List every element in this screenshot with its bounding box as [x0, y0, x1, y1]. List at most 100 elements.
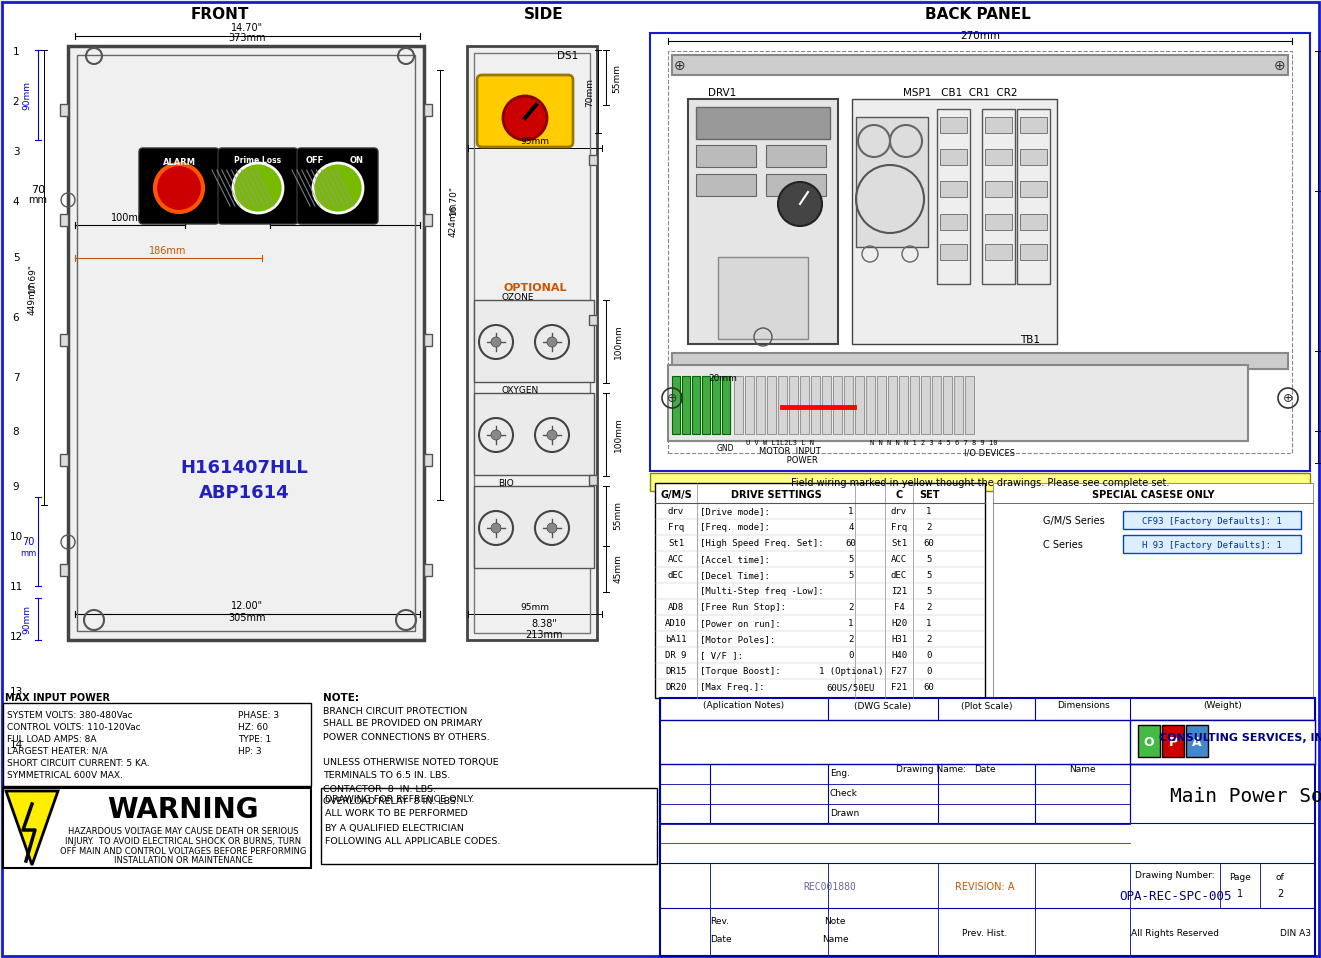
Text: U V W L1L2L3 L N: U V W L1L2L3 L N [746, 440, 814, 446]
Text: 90mm: 90mm [22, 80, 32, 109]
Text: ACC: ACC [890, 556, 908, 564]
Text: INJURY.  TO AVOID ELECTRICAL SHOCK OR BURNS, TURN: INJURY. TO AVOID ELECTRICAL SHOCK OR BUR… [65, 837, 301, 846]
Text: 0: 0 [848, 651, 853, 660]
Bar [900, 376, 908, 434]
Text: 8.38": 8.38" [531, 619, 557, 629]
Bar [688, 99, 838, 344]
Text: 2: 2 [848, 604, 853, 612]
Text: 373mm: 373mm [229, 33, 266, 43]
FancyBboxPatch shape [139, 148, 219, 224]
Bar [888, 376, 897, 434]
Text: 70mm: 70mm [585, 78, 594, 106]
Circle shape [547, 337, 557, 347]
Bar [941, 181, 967, 197]
Text: 1: 1 [13, 47, 20, 57]
Bar [660, 698, 1314, 956]
Text: All Rights Reserved: All Rights Reserved [1131, 928, 1219, 938]
Text: Dimensions: Dimensions [1057, 701, 1110, 711]
Bar [474, 53, 590, 633]
Bar [1020, 244, 1048, 260]
Text: SPECIAL CASESE ONLY: SPECIAL CASESE ONLY [1091, 490, 1214, 500]
Bar [933, 376, 941, 434]
Bar [589, 155, 597, 165]
Bar [921, 376, 930, 434]
Text: [Power on run]:: [Power on run]: [700, 620, 781, 628]
Text: 1 (Optional): 1 (Optional) [819, 668, 884, 676]
Text: SIDE: SIDE [524, 7, 564, 21]
Text: Field wiring marked in yellow thought the drawings. Please see complete set.: Field wiring marked in yellow thought th… [791, 478, 1169, 488]
Bar [696, 174, 756, 196]
Bar [424, 104, 432, 116]
Text: TERMINALS TO 6.5 IN. LBS.: TERMINALS TO 6.5 IN. LBS. [324, 771, 450, 781]
Bar [856, 117, 927, 247]
Bar [993, 483, 1313, 698]
Bar [1020, 149, 1048, 165]
Text: 2: 2 [926, 604, 931, 612]
Text: Rev.: Rev. [709, 918, 729, 926]
Text: 12: 12 [9, 632, 22, 642]
Text: 5: 5 [848, 556, 853, 564]
Bar [855, 376, 864, 434]
Text: drv: drv [890, 508, 908, 516]
Text: DIN A3: DIN A3 [1280, 928, 1310, 938]
Text: 2: 2 [1277, 889, 1283, 899]
Text: 12.00": 12.00" [231, 601, 263, 611]
Bar [985, 244, 1012, 260]
Text: F27: F27 [890, 668, 908, 676]
Text: ⊕: ⊕ [674, 59, 686, 73]
Bar [982, 109, 1015, 284]
Bar [3, 788, 310, 868]
Text: [Motor Poles]:: [Motor Poles]: [700, 635, 775, 645]
Text: PHASE: 3: PHASE: 3 [238, 711, 279, 719]
Text: 424mm: 424mm [449, 203, 457, 238]
Bar [745, 376, 754, 434]
Text: 1: 1 [848, 620, 853, 628]
Bar [877, 376, 886, 434]
Circle shape [547, 523, 557, 533]
Bar [424, 214, 432, 226]
Text: H161407HLL: H161407HLL [180, 459, 308, 477]
Text: BY A QUALIFIED ELECTRICIAN: BY A QUALIFIED ELECTRICIAN [325, 824, 464, 833]
Text: Prev. Hist.: Prev. Hist. [963, 928, 1008, 938]
Text: [Decel Time]:: [Decel Time]: [700, 572, 770, 581]
Text: Drawing Name:: Drawing Name: [896, 765, 966, 774]
Circle shape [491, 430, 501, 440]
Circle shape [491, 337, 501, 347]
Text: drv: drv [668, 508, 684, 516]
Text: 0: 0 [926, 651, 931, 660]
Bar [672, 353, 1288, 369]
Text: H20: H20 [890, 620, 908, 628]
Bar [650, 33, 1310, 471]
Bar [1186, 725, 1207, 757]
Text: 14: 14 [9, 740, 22, 750]
Text: N N N N N 1 2 3 4 5 6 7 8 9 10: N N N N N 1 2 3 4 5 6 7 8 9 10 [871, 440, 997, 446]
Bar [723, 376, 731, 434]
Text: LARGEST HEATER: N/A: LARGEST HEATER: N/A [7, 746, 107, 756]
Text: 55mm: 55mm [613, 501, 622, 531]
Text: (Weight): (Weight) [1203, 701, 1242, 711]
Text: [ V/F ]:: [ V/F ]: [700, 651, 742, 660]
Bar [1162, 725, 1184, 757]
Bar [712, 376, 720, 434]
Text: Eng.: Eng. [830, 769, 849, 779]
Text: DR20: DR20 [666, 683, 687, 693]
Text: OPA-REC-SPC-005: OPA-REC-SPC-005 [1119, 889, 1231, 902]
Text: ABP1614: ABP1614 [198, 484, 289, 502]
Bar [985, 117, 1012, 133]
Text: MAX INPUT POWER: MAX INPUT POWER [5, 693, 110, 703]
Text: BIO: BIO [498, 478, 514, 488]
Text: CF93 [Factory Defaults]: 1: CF93 [Factory Defaults]: 1 [1143, 516, 1281, 526]
Text: 5: 5 [13, 253, 20, 263]
Text: 1: 1 [1236, 889, 1243, 899]
Text: MOTOR  INPUT: MOTOR INPUT [760, 446, 820, 455]
Text: mm: mm [20, 549, 36, 558]
Text: HAZARDOUS VOLTAGE MAY CAUSE DEATH OR SERIOUS: HAZARDOUS VOLTAGE MAY CAUSE DEATH OR SER… [67, 828, 299, 836]
Text: St1: St1 [890, 539, 908, 549]
Bar [59, 454, 67, 466]
Bar [672, 55, 1288, 75]
Text: ALARM: ALARM [162, 157, 196, 167]
Text: 14.70": 14.70" [231, 23, 263, 33]
Bar [701, 376, 709, 434]
Text: 270mm: 270mm [960, 31, 1000, 41]
Text: 70: 70 [30, 185, 45, 195]
